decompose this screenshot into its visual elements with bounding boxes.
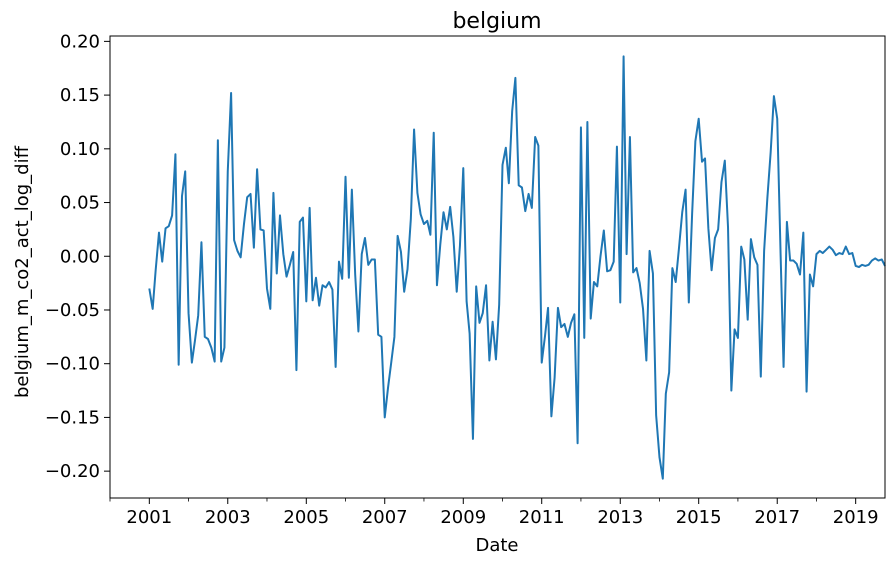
x-tick-label: 2013: [597, 507, 643, 528]
y-tick-label: 0.20: [60, 31, 100, 52]
y-tick-label: 0.15: [60, 85, 100, 106]
x-tick-label: 2003: [205, 507, 251, 528]
plot-area: [148, 55, 886, 480]
x-axis: 2001 2003 2005 2007 2009 2011 2013 2015 2017 2019: [109, 498, 879, 528]
plot-frame: [109, 35, 886, 499]
y-tick-label: 0.05: [60, 193, 100, 214]
x-tick-label: 2009: [440, 507, 486, 528]
y-tick-label: −0.15: [45, 407, 100, 428]
x-tick-label: 2015: [676, 507, 722, 528]
x-axis-title: Date: [475, 535, 518, 556]
x-tick-label: 2017: [754, 507, 800, 528]
y-axis: −0.20 −0.15 −0.10 −0.05 0.00 0.05 0.10 0.15 0.20: [45, 31, 110, 482]
y-tick-label: −0.05: [45, 300, 100, 321]
x-tick-label: 2005: [283, 507, 329, 528]
y-axis-title: belgium_m_co2_act_log_diff: [12, 145, 33, 398]
x-tick-label: 2019: [833, 507, 879, 528]
y-tick-label: −0.20: [45, 461, 100, 482]
series-line: [148, 55, 886, 480]
y-tick-label: −0.10: [45, 354, 100, 375]
chart-title: belgium: [452, 9, 541, 34]
y-tick-label: 0.10: [60, 139, 100, 160]
x-tick-label: 2001: [126, 507, 172, 528]
x-tick-label: 2007: [362, 507, 408, 528]
y-tick-label: 0.00: [60, 246, 100, 267]
x-tick-label: 2011: [519, 507, 565, 528]
